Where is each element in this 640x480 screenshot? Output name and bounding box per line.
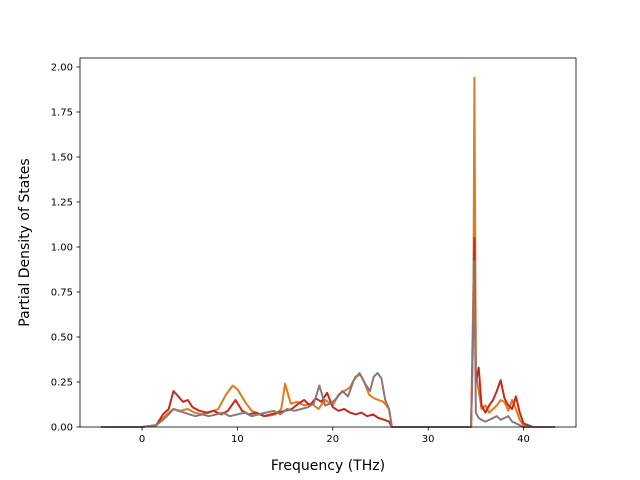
x-tick-label: 20	[326, 434, 339, 445]
x-tick-label: 40	[517, 434, 530, 445]
y-tick-label: 2.00	[51, 63, 73, 74]
plot-frame	[79, 57, 577, 428]
y-tick-label: 1.75	[51, 108, 73, 119]
x-axis-label: Frequency (THz)	[271, 458, 385, 474]
y-tick-label: 0.00	[51, 423, 73, 434]
x-tick-label: 0	[139, 434, 145, 445]
y-tick-label: 1.25	[51, 198, 73, 209]
y-tick-label: 1.00	[51, 243, 73, 254]
series-layer	[100, 76, 556, 428]
x-axis: 0 10 20 30 40	[139, 427, 530, 445]
series-line-1	[100, 237, 556, 428]
x-tick-label: 10	[231, 434, 244, 445]
y-axis-label: Partial Density of States	[17, 158, 33, 326]
y-tick-label: 0.75	[51, 288, 73, 299]
y-tick-label: 0.25	[51, 378, 73, 389]
y-tick-label: 0.50	[51, 333, 73, 344]
series-line-2	[100, 260, 556, 428]
x-tick-label: 30	[422, 434, 435, 445]
series-line-0	[100, 76, 556, 428]
y-axis: 0.00 0.25 0.50 0.75 1.00 1.25 1.50 1.75 2.00	[51, 63, 80, 434]
y-tick-label: 1.50	[51, 153, 73, 164]
